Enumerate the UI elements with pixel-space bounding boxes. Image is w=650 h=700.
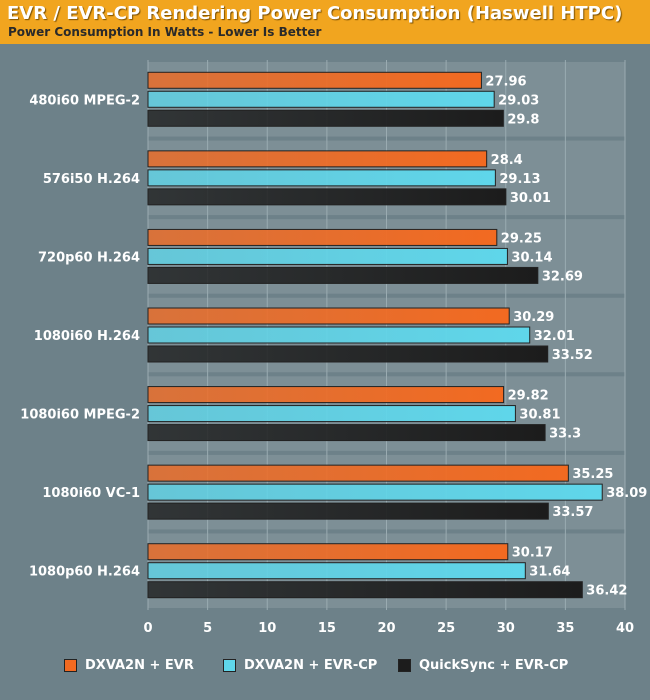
bar	[147, 581, 583, 599]
value-label: 30.01	[510, 191, 551, 206]
value-label: 36.42	[586, 584, 627, 599]
chart-title: EVR / EVR-CP Rendering Power Consumption…	[7, 3, 623, 24]
bar	[147, 307, 510, 325]
category-label: 1080i60 VC-1	[42, 486, 140, 501]
bar	[147, 543, 509, 561]
chart-subtitle: Power Consumption In Watts - Lower Is Be…	[8, 25, 322, 39]
legend-item: DXVA2N + EVR	[64, 658, 194, 673]
x-tick-label: 35	[556, 621, 574, 636]
legend-swatch	[64, 659, 77, 672]
value-label: 29.25	[501, 231, 542, 246]
value-label: 29.03	[498, 93, 539, 108]
category-label: 1080i60 MPEG-2	[20, 408, 140, 423]
bar	[147, 464, 569, 482]
bar	[147, 150, 488, 168]
legend-item: DXVA2N + EVR-CP	[223, 658, 377, 673]
value-label: 33.3	[549, 427, 581, 442]
legend-swatch	[398, 659, 411, 672]
bar	[147, 562, 526, 580]
value-label: 29.13	[499, 172, 540, 187]
legend-item: QuickSync + EVR-CP	[398, 658, 568, 673]
category-label: 576i50 H.264	[43, 172, 140, 187]
bar-chart: 480i60 MPEG-2 27.96 29.03 29.8 576i50 H.264 2…	[20, 60, 647, 636]
value-label: 30.81	[519, 408, 560, 423]
x-tick-label: 40	[616, 621, 634, 636]
chart-header: EVR / EVR-CP Rendering Power Consumption…	[0, 0, 650, 44]
value-label: 29.82	[508, 389, 549, 404]
x-tick-label: 10	[258, 621, 276, 636]
x-tick-label: 0	[143, 621, 152, 636]
value-label: 35.25	[572, 467, 613, 482]
x-tick-label: 20	[377, 621, 395, 636]
category-label: 1080i60 H.264	[34, 329, 140, 344]
category-label: 1080p60 H.264	[29, 565, 140, 580]
bar	[147, 266, 539, 284]
x-tick-label: 5	[203, 621, 212, 636]
bar	[147, 188, 507, 206]
bar	[147, 345, 549, 363]
category-label: 720p60 H.264	[38, 250, 140, 265]
value-label: 30.17	[512, 546, 553, 561]
bar	[147, 247, 508, 265]
bar	[147, 228, 498, 246]
bar	[147, 424, 546, 442]
value-label: 30.29	[513, 310, 554, 325]
value-label: 33.52	[552, 348, 593, 363]
bar	[147, 109, 504, 127]
legend-swatch	[223, 659, 236, 672]
bar	[147, 90, 495, 108]
legend-label: QuickSync + EVR-CP	[419, 658, 569, 673]
value-label: 32.01	[534, 329, 575, 344]
x-tick-label: 15	[318, 621, 336, 636]
value-label: 30.14	[511, 250, 552, 265]
bar	[147, 386, 505, 404]
value-label: 31.64	[529, 565, 570, 580]
chart-legend: DXVA2N + EVR DXVA2N + EVR-CP QuickSync + E…	[0, 652, 650, 682]
value-label: 29.8	[507, 112, 539, 127]
value-label: 32.69	[542, 269, 583, 284]
value-label: 28.4	[491, 153, 523, 168]
legend-label: DXVA2N + EVR	[85, 658, 194, 673]
bar	[147, 169, 496, 187]
value-label: 33.57	[552, 505, 593, 520]
bar	[147, 405, 516, 423]
value-label: 27.96	[485, 74, 526, 89]
bar	[147, 326, 531, 344]
bar	[147, 71, 482, 89]
category-label: 480i60 MPEG-2	[29, 93, 140, 108]
legend-label: DXVA2N + EVR-CP	[244, 658, 378, 673]
x-tick-label: 30	[497, 621, 515, 636]
bar	[147, 502, 549, 520]
x-tick-label: 25	[437, 621, 455, 636]
bar	[147, 483, 603, 501]
value-label: 38.09	[606, 486, 647, 501]
